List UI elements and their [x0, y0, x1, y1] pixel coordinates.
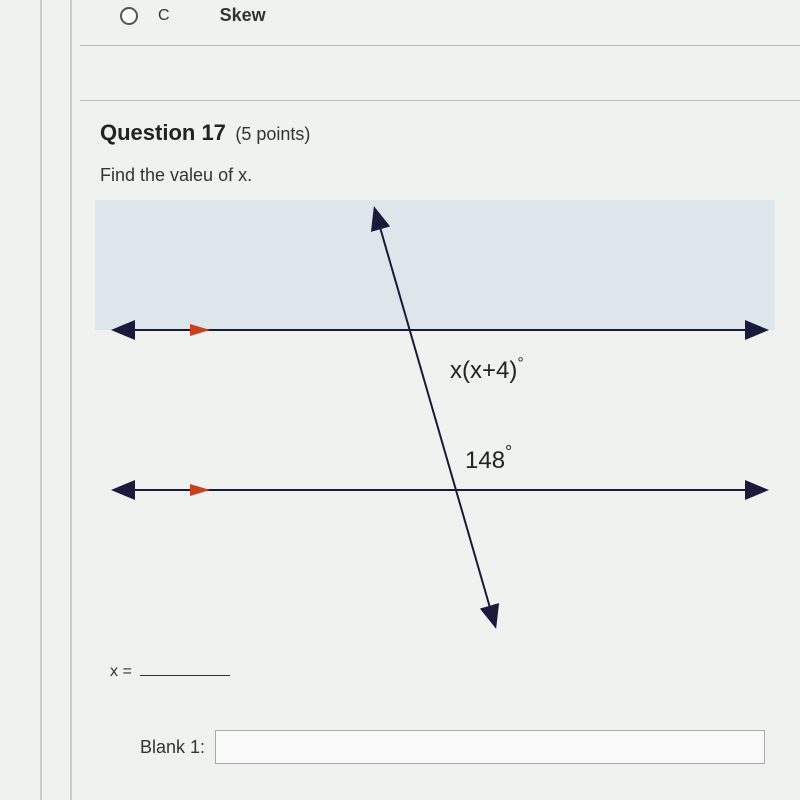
answer-prefix: x = — [110, 663, 132, 681]
divider — [80, 100, 800, 101]
margin-line-2 — [70, 0, 72, 800]
radio-icon[interactable] — [120, 7, 138, 25]
question-instruction: Find the valeu of x. — [100, 165, 252, 186]
question-title: Question 17 — [100, 120, 226, 145]
blank-label: Blank 1: — [140, 737, 205, 758]
geometry-diagram: x(x+4)° 148° — [95, 200, 775, 630]
blank-input-row: Blank 1: — [140, 730, 765, 764]
parallel-marker-2 — [190, 484, 210, 496]
answer-blank-line — [140, 660, 230, 676]
diagram-bg-tint — [95, 200, 775, 330]
question-header: Question 17 (5 points) — [100, 120, 310, 146]
page-container: C Skew Question 17 (5 points) Find the v… — [0, 0, 800, 800]
angle-label-2: 148° — [465, 442, 512, 474]
answer-row: x = — [110, 660, 230, 681]
blank-1-input[interactable] — [215, 730, 765, 764]
question-points: (5 points) — [235, 124, 310, 144]
divider — [80, 45, 800, 46]
previous-option-c[interactable]: C Skew — [120, 5, 266, 26]
option-label: Skew — [220, 5, 266, 26]
option-letter: C — [158, 7, 170, 25]
angle-label-1: x(x+4)° — [450, 355, 524, 384]
margin-line — [40, 0, 42, 800]
